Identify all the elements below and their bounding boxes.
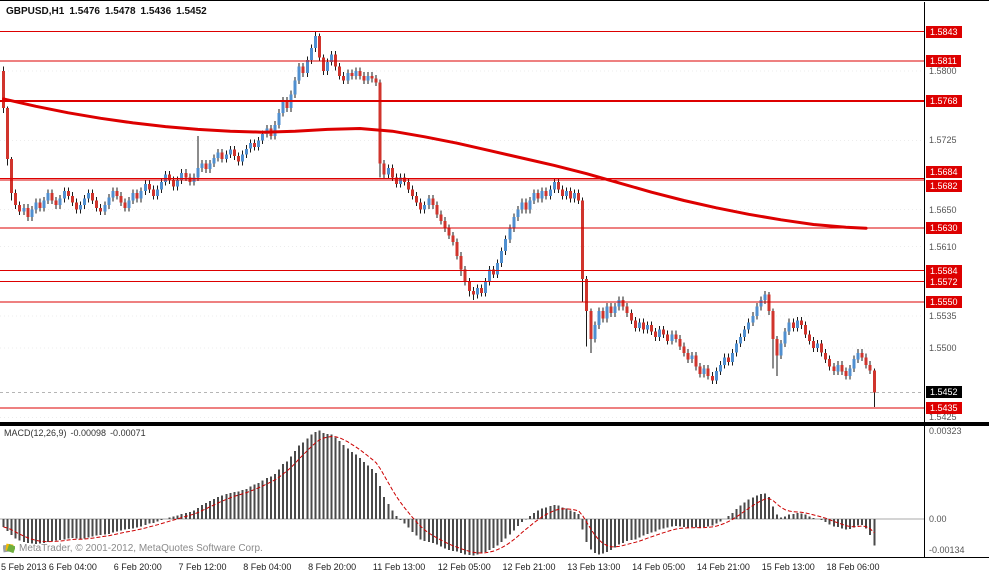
- price-level-tag: 1.5768: [926, 94, 962, 107]
- time-label: 11 Feb 13:00: [372, 562, 426, 572]
- moving-average-line: [2, 97, 868, 230]
- price-level-tag: 1.5682: [926, 180, 962, 193]
- time-label: 13 Feb 13:00: [567, 562, 621, 572]
- time-label: 14 Feb 05:00: [632, 562, 686, 572]
- price-chart-pane[interactable]: [0, 2, 924, 422]
- time-label: 8 Feb 20:00: [308, 562, 357, 572]
- price-level-tag: 1.5843: [926, 25, 962, 38]
- time-label: 5 Feb 2013: [1, 562, 47, 572]
- time-label: 18 Feb 06:00: [826, 562, 880, 572]
- price-tick-label: 1.5425: [929, 412, 957, 423]
- symbol-period-label: GBPUSD,H1: [6, 6, 65, 17]
- price-axis[interactable]: 1.5800 1.5725 1.5650 1.5610 1.5535 1.5500 1.54…: [924, 2, 989, 422]
- metaquotes-logo-icon: [2, 542, 16, 554]
- price-level-tag: 1.5630: [926, 222, 962, 235]
- time-label: 12 Feb 21:00: [502, 562, 556, 572]
- time-label: 14 Feb 21:00: [696, 562, 750, 572]
- price-level-tag: 1.5684: [926, 166, 962, 179]
- price-tick-label: 1.5725: [929, 135, 957, 146]
- macd-main-value: -0.00098: [70, 428, 107, 438]
- price-tick-label: 1.5535: [929, 310, 957, 321]
- price-level-tag: 1.5572: [926, 275, 962, 288]
- macd-axis-label: 0.00: [929, 513, 947, 524]
- time-label: 7 Feb 12:00: [178, 562, 227, 572]
- price-tick-label: 1.5800: [929, 66, 957, 77]
- time-label: 12 Feb 05:00: [437, 562, 491, 572]
- price-level-tag: 1.5550: [926, 296, 962, 308]
- price-level-tag: 1.5435: [926, 402, 962, 415]
- price-level-tag: 1.5811: [926, 55, 961, 68]
- macd-indicator-pane[interactable]: MACD(12,26,9) -0.00098 -0.00071: [0, 426, 924, 557]
- high-value: 1.5478: [104, 6, 136, 17]
- price-tick-label: 1.5500: [929, 343, 957, 354]
- price-tick-label: 1.5650: [929, 204, 957, 215]
- branding: MetaTrader, © 2001-2012, MetaQuotes Soft…: [2, 542, 263, 554]
- macd-axis-label: -0.00134: [929, 545, 965, 555]
- time-label: 6 Feb 20:00: [113, 562, 162, 572]
- time-label: 6 Feb 04:00: [48, 562, 97, 572]
- price-chart: [0, 31, 924, 418]
- time-axis[interactable]: 5 Feb 2013 6 Feb 04:00 6 Feb 20:00 7 Feb 12…: [0, 557, 989, 581]
- macd-chart: [0, 430, 924, 556]
- branding-text: MetaTrader, © 2001-2012, MetaQuotes Soft…: [19, 542, 263, 554]
- macd-indicator-label: MACD(12,26,9) -0.00098 -0.00071: [4, 428, 150, 438]
- time-label: 8 Feb 04:00: [243, 562, 292, 572]
- close-value: 1.5452: [176, 6, 207, 17]
- open-value: 1.5476: [69, 6, 100, 17]
- symbol-ohlc-label: GBPUSD,H1 1.5476 1.5478 1.5436 1.5452: [6, 6, 212, 17]
- current-price-tag: 1.5452: [926, 386, 962, 399]
- time-label: 15 Feb 13:00: [761, 562, 815, 572]
- macd-axis[interactable]: 0.00323 0.00 -0.00134: [924, 426, 989, 557]
- macd-name: MACD(12,26,9): [4, 428, 67, 438]
- low-value: 1.5436: [140, 6, 172, 17]
- macd-signal-value: -0.00071: [110, 428, 146, 438]
- price-tick-label: 1.5610: [929, 241, 957, 252]
- macd-signal-line: [3, 435, 875, 554]
- macd-axis-label: 0.00323: [929, 426, 962, 436]
- pane-separator[interactable]: [0, 422, 989, 426]
- price-level-tag: 1.5584: [926, 264, 962, 277]
